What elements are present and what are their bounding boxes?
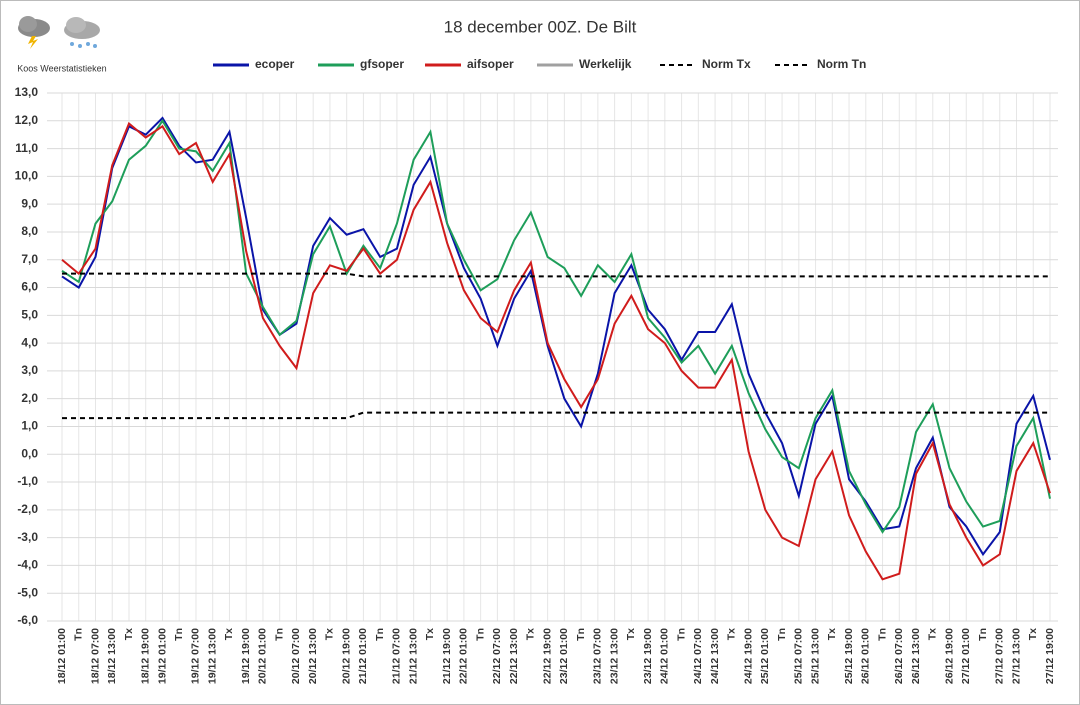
x-tick-label: Tn xyxy=(675,628,687,641)
y-tick-label: -6,0 xyxy=(17,613,38,627)
x-tick-label: 21/12 01:00 xyxy=(357,628,369,684)
x-tick-label: Tn xyxy=(876,628,888,641)
x-tick-label: 20/12 01:00 xyxy=(257,628,269,684)
y-tick-label: -4,0 xyxy=(17,558,38,572)
x-tick-label: Tn xyxy=(273,628,285,641)
x-tick-label: 24/12 07:00 xyxy=(692,628,704,684)
chart-title: 18 december 00Z. De Bilt xyxy=(444,17,637,36)
x-tick-label: 25/12 07:00 xyxy=(793,628,805,684)
x-tick-label: 27/12 19:00 xyxy=(1044,628,1056,684)
x-tick-label: Tx xyxy=(1027,628,1039,640)
x-tick-label: 22/12 07:00 xyxy=(491,628,503,684)
y-tick-label: 4,0 xyxy=(21,335,38,349)
y-tick-label: 13,0 xyxy=(15,85,39,99)
x-tick-label: 27/12 01:00 xyxy=(960,628,972,684)
x-tick-label: Tx xyxy=(424,628,436,640)
x-tick-label: 26/12 07:00 xyxy=(893,628,905,684)
x-tick-label: 23/12 13:00 xyxy=(608,628,620,684)
legend-label: ecoper xyxy=(255,57,295,71)
x-tick-label: 18/12 07:00 xyxy=(89,628,101,684)
series-line xyxy=(61,118,1051,534)
x-tick-label: Tn xyxy=(575,628,587,641)
x-tick-label: 20/12 19:00 xyxy=(340,628,352,684)
x-tick-label: 19/12 07:00 xyxy=(190,628,202,684)
x-tick-label: Tn xyxy=(374,628,386,641)
y-tick-label: 7,0 xyxy=(21,252,38,266)
y-tick-label: 10,0 xyxy=(15,169,39,183)
x-tick-label: 22/12 01:00 xyxy=(458,628,470,684)
x-tick-label: 18/12 19:00 xyxy=(140,628,152,684)
x-tick-label: 25/12 01:00 xyxy=(759,628,771,684)
y-tick-label: 9,0 xyxy=(21,196,38,210)
x-tick-label: 19/12 13:00 xyxy=(206,628,218,684)
legend-label: Werkelijk xyxy=(579,57,632,71)
x-tick-label: 21/12 19:00 xyxy=(441,628,453,684)
y-tick-label: -3,0 xyxy=(17,530,38,544)
x-tick-label: Tx xyxy=(223,628,235,640)
y-tick-label: 2,0 xyxy=(21,391,38,405)
brand: Koos Weerstatistieken xyxy=(17,63,106,73)
y-tick-label: 12,0 xyxy=(15,113,39,127)
x-tick-label: 23/12 01:00 xyxy=(558,628,570,684)
x-tick-label: 27/12 13:00 xyxy=(1010,628,1022,684)
x-tick-label: 20/12 07:00 xyxy=(290,628,302,684)
weather-icons xyxy=(18,16,100,49)
y-tick-label: -2,0 xyxy=(17,502,38,516)
x-tick-label: 19/12 19:00 xyxy=(240,628,252,684)
series-line xyxy=(61,121,1051,581)
y-tick-label: 8,0 xyxy=(21,224,38,238)
x-tick-label: 25/12 19:00 xyxy=(843,628,855,684)
x-tick-label: 21/12 07:00 xyxy=(391,628,403,684)
x-tick-label: Tn xyxy=(173,628,185,641)
x-tick-label: 26/12 13:00 xyxy=(910,628,922,684)
x-tick-label: 18/12 13:00 xyxy=(106,628,118,684)
y-tick-label: 1,0 xyxy=(21,419,38,433)
x-tick-label: 23/12 19:00 xyxy=(642,628,654,684)
x-tick-label: Tn xyxy=(776,628,788,641)
x-tick-label: 27/12 07:00 xyxy=(994,628,1006,684)
x-tick-label: 25/12 13:00 xyxy=(809,628,821,684)
x-tick-label: 26/12 01:00 xyxy=(860,628,872,684)
legend-label: aifsoper xyxy=(467,57,514,71)
x-tick-label: 21/12 13:00 xyxy=(407,628,419,684)
x-tick-label: 26/12 19:00 xyxy=(943,628,955,684)
y-tick-label: -5,0 xyxy=(17,585,38,599)
x-tick-label: Tx xyxy=(123,628,135,640)
x-tick-label: Tn xyxy=(73,628,85,641)
y-tick-label: 5,0 xyxy=(21,307,38,321)
y-tick-label: 11,0 xyxy=(15,141,38,155)
x-tick-label: 18/12 01:00 xyxy=(56,628,68,684)
legend-label: Norm Tn xyxy=(817,57,866,71)
x-tick-label: Tx xyxy=(324,628,336,640)
x-tick-label: 22/12 19:00 xyxy=(541,628,553,684)
y-tick-label: 3,0 xyxy=(21,363,38,377)
x-tick-label: 22/12 13:00 xyxy=(508,628,520,684)
legend-label: Norm Tx xyxy=(702,57,751,71)
legend-label: gfsoper xyxy=(360,57,404,71)
y-tick-label: -1,0 xyxy=(17,474,38,488)
x-tick-label: Tx xyxy=(726,628,738,640)
series-line xyxy=(62,272,1050,278)
x-tick-label: Tn xyxy=(977,628,989,641)
x-tick-label: 19/12 01:00 xyxy=(156,628,168,684)
x-tick-label: Tx xyxy=(826,628,838,640)
x-tick-label: Tn xyxy=(474,628,486,641)
y-tick-label: 6,0 xyxy=(21,280,38,294)
x-tick-label: Tx xyxy=(625,628,637,640)
series-line xyxy=(62,411,1050,420)
x-tick-label: 24/12 01:00 xyxy=(659,628,671,684)
y-tick-label: 0,0 xyxy=(21,446,38,460)
x-tick-label: Tx xyxy=(525,628,537,640)
x-tick-label: 20/12 13:00 xyxy=(307,628,319,684)
x-tick-label: Tx xyxy=(927,628,939,640)
x-tick-label: 23/12 07:00 xyxy=(592,628,604,684)
x-tick-label: 24/12 19:00 xyxy=(742,628,754,684)
x-tick-label: 24/12 13:00 xyxy=(709,628,721,684)
